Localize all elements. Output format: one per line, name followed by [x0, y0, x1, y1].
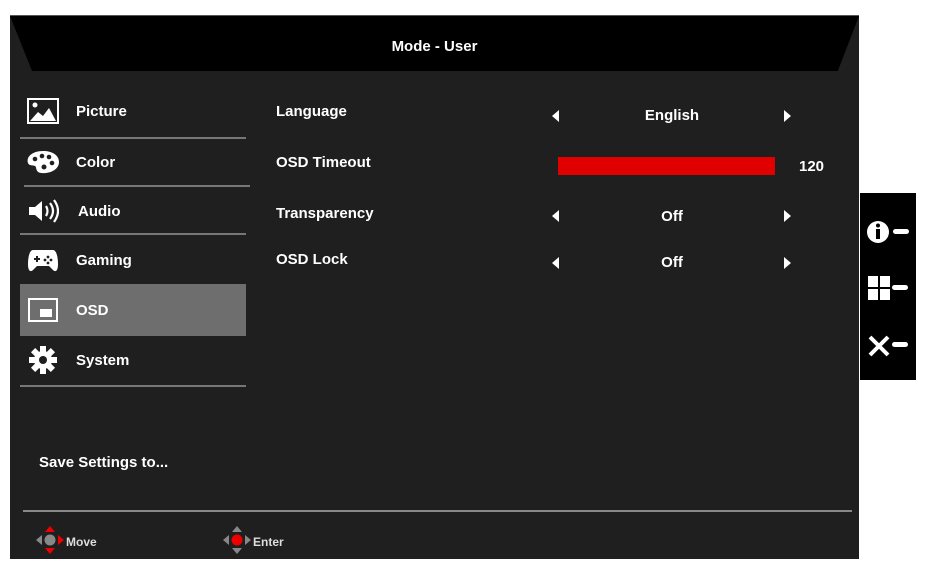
gamepad-icon	[26, 246, 60, 274]
sidebar-item-gaming[interactable]: Gaming	[20, 236, 246, 284]
arrow-left-icon[interactable]	[552, 110, 559, 122]
picture-icon	[26, 97, 60, 125]
divider	[24, 185, 250, 187]
move-hint: Move	[34, 524, 97, 559]
joystick-enter-icon	[221, 524, 253, 559]
sidebar-item-system[interactable]: System	[20, 336, 246, 384]
hotkey-panel	[860, 193, 916, 380]
option-language-label: Language	[276, 103, 347, 120]
joystick-move-icon	[34, 524, 66, 559]
divider	[20, 137, 246, 139]
language-value[interactable]: English	[644, 107, 700, 124]
sidebar-item-label: Picture	[76, 102, 127, 120]
sidebar-item-label: Gaming	[76, 251, 132, 269]
arrow-left-icon[interactable]	[552, 257, 559, 269]
sidebar-item-osd[interactable]: OSD	[20, 284, 246, 336]
header	[10, 16, 859, 71]
close-icon[interactable]	[866, 331, 912, 361]
speaker-icon	[26, 197, 60, 225]
enter-hint: Enter	[221, 524, 284, 559]
palette-icon	[26, 148, 60, 176]
divider	[20, 233, 246, 235]
sidebar-item-picture[interactable]: Picture	[20, 87, 246, 135]
sidebar-item-label: System	[76, 351, 130, 369]
option-transparency-label: Transparency	[276, 205, 374, 222]
divider	[20, 385, 246, 387]
arrow-right-icon[interactable]	[784, 110, 791, 122]
osd-timeout-value: 120	[799, 158, 825, 175]
sidebar-item-label: Audio	[78, 202, 121, 220]
info-icon[interactable]	[866, 217, 912, 247]
arrow-right-icon[interactable]	[784, 210, 791, 222]
menu-grid-icon[interactable]	[866, 273, 912, 303]
transparency-value[interactable]: Off	[661, 208, 683, 225]
divider	[23, 510, 852, 512]
option-osd-timeout-label: OSD Timeout	[276, 154, 371, 171]
option-osd-lock-label: OSD Lock	[276, 251, 348, 268]
page-title: Mode - User	[391, 38, 478, 55]
osd-icon	[26, 296, 60, 324]
gear-icon	[26, 346, 60, 374]
arrow-right-icon[interactable]	[784, 257, 791, 269]
osd-panel: Mode - User Picture Color Audio Gaming O…	[10, 15, 859, 559]
sidebar-item-label: OSD	[76, 301, 109, 319]
sidebar-item-label: Color	[76, 153, 116, 171]
arrow-left-icon[interactable]	[552, 210, 559, 222]
sidebar-item-audio[interactable]: Audio	[20, 187, 246, 235]
save-settings-button[interactable]: Save Settings to...	[39, 454, 169, 471]
osd-timeout-slider[interactable]	[558, 157, 775, 175]
osd-lock-value[interactable]: Off	[661, 254, 683, 271]
sidebar-item-color[interactable]: Color	[20, 138, 246, 186]
